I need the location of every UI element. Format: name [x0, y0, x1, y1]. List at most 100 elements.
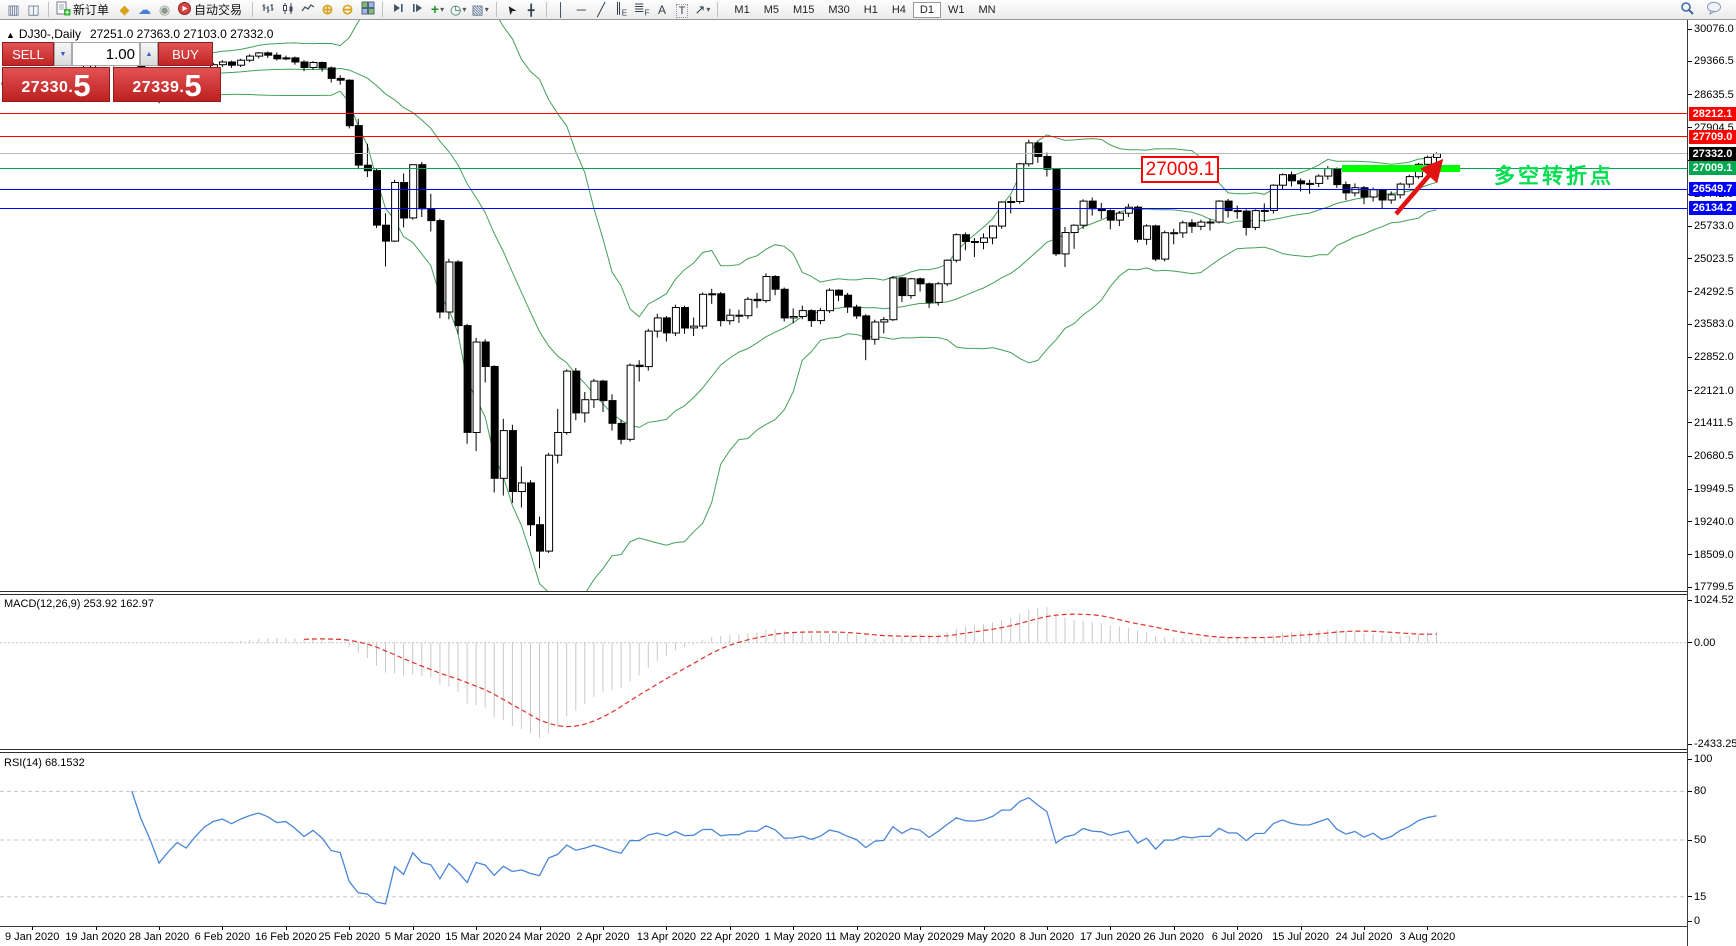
community-button[interactable]: ☁: [135, 1, 154, 19]
chart-window[interactable]: 30076.029366.528635.527904.527173.526442…: [0, 20, 1736, 946]
price-tick-label: 22852.0: [1694, 351, 1734, 364]
metaeditor-button[interactable]: ◆: [115, 1, 134, 19]
price-annotation-box[interactable]: 27009.1: [1141, 156, 1219, 183]
price-axis[interactable]: 30076.029366.528635.527904.527173.526442…: [1687, 20, 1736, 946]
rsi-tick-label: 50: [1694, 834, 1707, 846]
date-tick-label: 15 Jul 2020: [1272, 931, 1330, 943]
bid-price[interactable]: 27330. 5: [2, 67, 110, 102]
resistance-level-27709-badge: 27709.0: [1689, 129, 1736, 144]
buy-button[interactable]: BUY: [158, 42, 213, 66]
macd-pane[interactable]: [0, 595, 1687, 748]
volume-input[interactable]: [72, 42, 140, 66]
zoom-in-button[interactable]: ⊕: [318, 1, 337, 19]
toolbar-button-label: 新订单: [73, 3, 110, 17]
cursor-button[interactable]: ➤: [502, 1, 521, 19]
chart-shift-button[interactable]: [408, 1, 427, 19]
price-tick-label: 24292.5: [1694, 285, 1734, 298]
timeframe-m30[interactable]: M30: [821, 2, 856, 18]
macd-tick-label: -2433.25: [1694, 738, 1736, 751]
ask-big-digit: 5: [184, 68, 202, 104]
price-tick-mark: [1688, 94, 1692, 95]
rsi-pane[interactable]: [0, 753, 1687, 926]
horizontal-line-button[interactable]: ─: [572, 1, 591, 19]
signals-button[interactable]: ◉: [155, 1, 174, 19]
fibonacci-button[interactable]: ≣F: [632, 1, 652, 19]
price-chart-pane[interactable]: [0, 20, 1687, 591]
pivot-level-27009-line[interactable]: [0, 167, 1687, 169]
data-window-button[interactable]: ◫: [24, 1, 43, 19]
vertical-line-button[interactable]: │: [552, 1, 571, 19]
templates-button[interactable]: ▧ ▾: [469, 1, 490, 19]
line-chart-button[interactable]: [298, 1, 317, 19]
auto-scroll-button[interactable]: [388, 1, 407, 19]
pane-separator-rsi[interactable]: [0, 749, 1736, 753]
price-tick-label: 25023.5: [1694, 252, 1734, 265]
support-level-26134-line[interactable]: [0, 207, 1687, 209]
expand-panel-icon[interactable]: ▲: [6, 30, 15, 40]
date-tick-mark: [412, 927, 414, 930]
price-tick-label: 17799.5: [1694, 581, 1734, 593]
trend-arrow[interactable]: [1380, 140, 1470, 230]
candlestick-button[interactable]: [278, 1, 297, 19]
bar-chart-button[interactable]: [258, 1, 277, 19]
timeframe-m1[interactable]: M1: [727, 2, 756, 18]
timeframe-mn[interactable]: MN: [971, 2, 1002, 18]
trendline-button[interactable]: ╱: [592, 1, 611, 19]
label-button[interactable]: T: [673, 1, 692, 19]
date-tick-mark: [1427, 927, 1429, 930]
panel-icon: ▥: [7, 1, 20, 17]
indicators-button[interactable]: + ▾: [428, 1, 447, 19]
text-button[interactable]: A: [653, 1, 672, 19]
date-tick-label: 15 Mar 2020: [445, 931, 507, 943]
new-order-button[interactable]: 新订单: [54, 1, 114, 19]
resistance-level-27709-line[interactable]: [0, 136, 1687, 138]
channel-icon: ∥E: [615, 0, 628, 18]
date-tick-mark: [920, 927, 922, 930]
support-level-26549-badge: 26549.7: [1689, 182, 1736, 197]
search-button[interactable]: [1677, 1, 1696, 19]
sell-button[interactable]: SELL: [2, 42, 54, 66]
cursor-icon: ➤: [502, 1, 520, 18]
zoom-out-button[interactable]: ⊖: [338, 1, 357, 19]
price-tick-mark: [1688, 323, 1692, 325]
rsi-value: 68.1532: [44, 757, 85, 769]
timeframe-h1[interactable]: H1: [857, 2, 885, 18]
ohlc-values: 27251.0 27363.0 27103.0 27332.0: [89, 27, 274, 41]
rsi-tick-mark: [1688, 896, 1692, 898]
current-price-line[interactable]: [0, 153, 1687, 155]
bid-main-digits: 27330.: [21, 79, 74, 96]
rsi-tick-mark: [1688, 839, 1692, 841]
price-tick-mark: [1688, 586, 1692, 588]
main-toolbar: ▥ ◫ 新订单 ◆ ☁ ◉ 自动交易 ⊕ ⊖ + ▾ ◷ ▾ ▧ ▾ ➤ ╋ │ ─ ╱ ∥E ≣F A T ↗ ▾ M1 M5 M15…: [0, 0, 1736, 20]
date-tick-label: 6 Feb 2020: [194, 931, 251, 943]
tile-windows-button[interactable]: [358, 1, 377, 19]
pane-separator-macd[interactable]: [0, 591, 1736, 595]
autoscroll-icon: [391, 2, 405, 17]
date-tick-label: 22 Apr 2020: [700, 931, 760, 943]
periods-button[interactable]: ◷ ▾: [448, 1, 468, 19]
chat-button[interactable]: [1704, 1, 1724, 19]
volume-increase-button[interactable]: ▲: [140, 42, 158, 66]
time-axis[interactable]: 9 Jan 2020 19 Jan 2020 28 Jan 2020 6 Feb 20…: [0, 926, 1687, 946]
autotrading-button[interactable]: 自动交易: [175, 1, 247, 19]
resistance-level-28212-line[interactable]: [0, 113, 1687, 115]
timeframe-m15[interactable]: M15: [786, 2, 821, 18]
support-level-26549-line[interactable]: [0, 188, 1687, 190]
timeframe-d1[interactable]: D1: [912, 1, 941, 18]
rsi-tick-label: 0: [1694, 915, 1701, 927]
timeframe-m5[interactable]: M5: [757, 2, 786, 18]
crosshair-button[interactable]: ╋: [522, 1, 541, 19]
market-watch-button[interactable]: ▥: [4, 1, 23, 19]
highlight-bar[interactable]: [1342, 165, 1460, 172]
channel-button[interactable]: ∥E: [612, 1, 631, 19]
macd-name: MACD(12,26,9): [4, 598, 81, 610]
price-tick-label: 21411.5: [1694, 416, 1733, 429]
timeframe-h4[interactable]: H4: [885, 2, 913, 18]
date-tick-mark: [222, 927, 224, 930]
arrows-button[interactable]: ↗ ▾: [693, 1, 713, 19]
timeframe-w1[interactable]: W1: [941, 2, 972, 18]
macd-indicator-label: MACD(12,26,9) 253.92 162.97: [4, 598, 154, 610]
turning-point-note[interactable]: 多空转折点: [1494, 165, 1614, 188]
ask-price[interactable]: 27339. 5: [113, 67, 221, 102]
volume-decrease-button[interactable]: ▼: [54, 42, 72, 66]
